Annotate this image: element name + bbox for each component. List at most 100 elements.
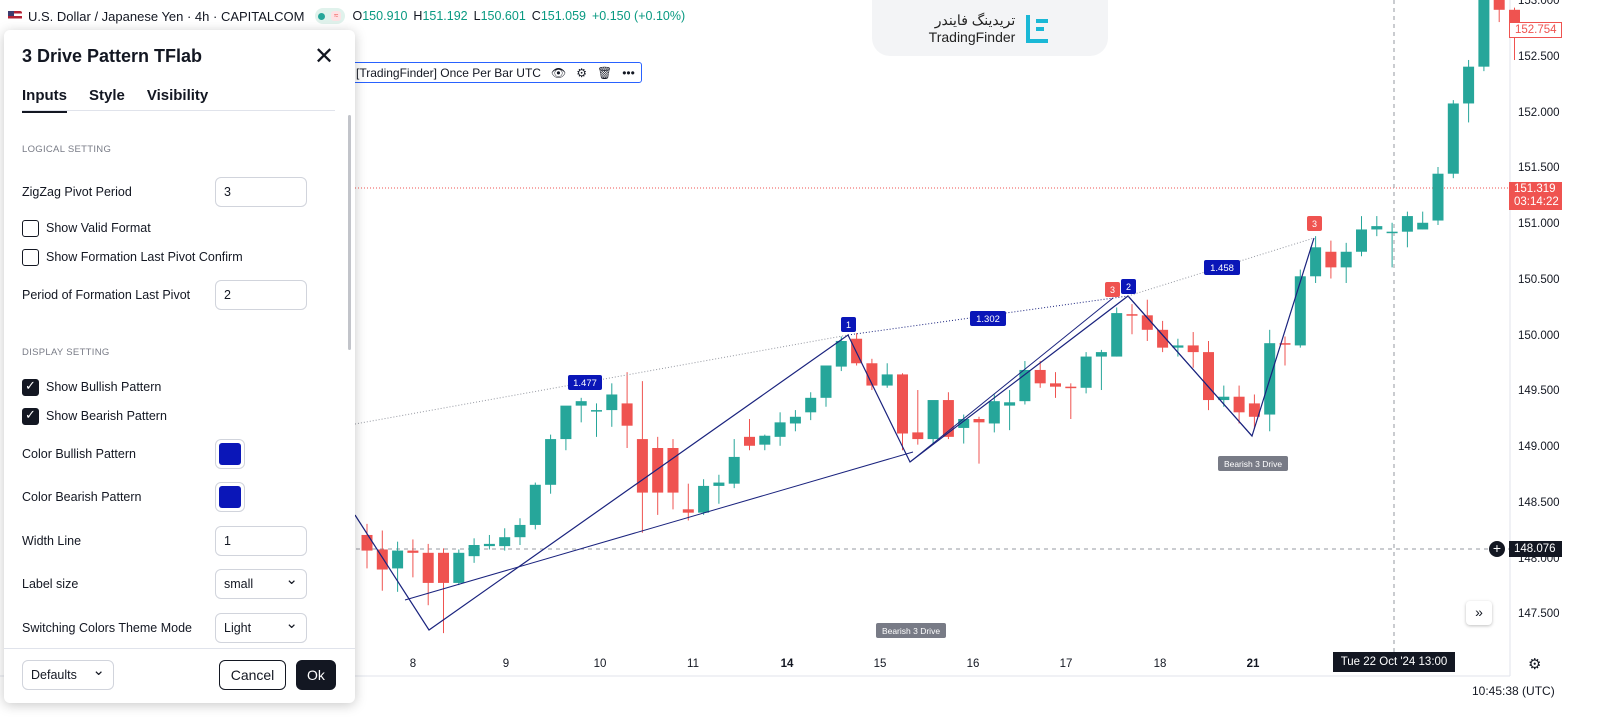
ratio-label-text: 1.302 [976, 314, 1000, 325]
candle-body [1218, 396, 1230, 401]
candle-body [1310, 247, 1322, 277]
time-tick: 10 [593, 658, 607, 670]
candle [606, 383, 618, 427]
candle [1478, 0, 1490, 72]
time-tick: 14 [780, 658, 794, 670]
pivot-label-text: 3 [1312, 219, 1317, 229]
candle-body [1463, 66, 1475, 104]
candle-body [483, 543, 495, 547]
candle [713, 474, 725, 504]
pattern-name-label-text: Bearish 3 Drive [1224, 459, 1282, 469]
candle-body [1509, 9, 1520, 25]
trash-icon[interactable]: 🗑 [596, 65, 613, 80]
candle-body [376, 549, 388, 570]
candle [545, 434, 557, 494]
width-line-label: Width Line [22, 534, 82, 548]
close-icon[interactable]: ✕ [314, 43, 335, 70]
time-axis[interactable]: 8 9 10 11 14 15 16 17 18 21 [0, 652, 1510, 676]
price-scale[interactable]: 153.000 152.500 152.000 151.500 151.000 150.5… [1510, 0, 1600, 686]
candle-body [392, 550, 404, 569]
candle [438, 548, 449, 634]
defaults-dropdown[interactable]: Defaults [22, 657, 114, 690]
candle [1111, 307, 1123, 357]
pivot-label-bg [1307, 216, 1322, 231]
show-formation-label: Show Formation Last Pivot Confirm [46, 250, 243, 264]
color-bullish-swatch[interactable] [215, 439, 245, 469]
tab-visibility[interactable]: Visibility [146, 87, 209, 104]
period-formation-input[interactable]: 2 [215, 280, 307, 310]
pattern-name-label-text: Bearish 3 Drive [882, 626, 940, 636]
us-flag-icon [8, 11, 22, 21]
candle-body [988, 401, 1000, 424]
dialog-scrollbar[interactable] [348, 115, 351, 350]
ratio-dotted-line [354, 334, 849, 425]
candle [621, 372, 633, 448]
candle-body [422, 552, 434, 583]
candle [1279, 336, 1291, 366]
show-formation-checkbox[interactable] [22, 249, 39, 266]
candle-body [1325, 251, 1337, 268]
ratio-label-bg [568, 375, 602, 390]
utc-clock[interactable]: 10:45:38 (UTC) [1472, 684, 1555, 698]
theme-mode-select[interactable]: Light [215, 610, 307, 643]
ratio-label-text: 1.458 [1210, 263, 1234, 274]
ratio-label-text: 1.477 [573, 378, 597, 389]
show-bearish-checkbox[interactable] [22, 407, 39, 425]
candle [1080, 352, 1092, 394]
candle-body [1478, 0, 1490, 67]
zigzag-period-label: ZigZag Pivot Period [22, 185, 132, 199]
candle-body [1279, 343, 1291, 345]
indicator-legend[interactable]: [TradingFinder] Once Per Bar UTC 👁 ⚙ 🗑 •… [342, 62, 642, 83]
ratio-label: 1.477 [568, 375, 602, 390]
add-alert-icon[interactable]: + [1489, 541, 1505, 557]
candle [407, 539, 419, 578]
pattern-lines [354, 237, 1315, 631]
candle [1050, 372, 1061, 398]
scroll-to-realtime-button[interactable]: » [1466, 601, 1492, 625]
candle [453, 549, 465, 586]
cancel-button[interactable]: Cancel [219, 660, 286, 690]
candle [988, 394, 1000, 433]
chart-settings-icon[interactable]: ⚙ [1528, 656, 1542, 673]
candle-body [1080, 356, 1092, 388]
market-status-icon[interactable]: ≈ [314, 8, 345, 24]
label-size-select[interactable]: small [215, 566, 307, 599]
last-price: 151.319 [1514, 183, 1556, 195]
candle-body [1371, 226, 1383, 230]
candle-body [820, 365, 832, 398]
label-size-label: Label size [22, 577, 79, 591]
candle [1203, 340, 1214, 411]
ok-button[interactable]: Ok [296, 660, 336, 690]
logical-setting-heading: LOGICAL SETTING [22, 144, 112, 155]
chart-grid [0, 0, 1511, 677]
candle [1141, 299, 1153, 341]
candle [652, 436, 664, 515]
show-bullish-checkbox[interactable] [22, 378, 39, 396]
show-valid-format-checkbox[interactable] [22, 220, 39, 237]
time-tick: 8 [409, 658, 417, 670]
candle [422, 543, 434, 606]
ratio-label-bg [970, 311, 1006, 326]
candle [958, 414, 970, 444]
width-line-input[interactable]: 1 [215, 526, 307, 556]
settings-icon[interactable]: ⚙ [576, 65, 587, 80]
show-valid-format-label: Show Valid Format [46, 221, 151, 235]
candle-body [774, 422, 786, 437]
symbol-title[interactable]: U.S. Dollar / Japanese Yen · 4h · CAPITA… [28, 8, 305, 24]
price-tick: 149.000 [1518, 441, 1560, 453]
tab-inputs[interactable]: Inputs [22, 87, 67, 113]
pivot-label-text: 3 [1110, 285, 1115, 295]
zigzag-period-input[interactable]: 3 [215, 177, 307, 207]
chart-header: U.S. Dollar / Japanese Yen · 4h · CAPITA… [0, 0, 1510, 32]
tab-style[interactable]: Style [89, 87, 125, 104]
candle [774, 412, 786, 446]
color-bearish-swatch[interactable] [215, 482, 245, 512]
candle-body [881, 374, 893, 386]
eye-icon[interactable]: 👁 [550, 65, 567, 80]
candle [881, 363, 893, 388]
more-icon[interactable]: ••• [622, 65, 635, 80]
candle-body [728, 456, 740, 484]
candle-body [866, 363, 878, 386]
